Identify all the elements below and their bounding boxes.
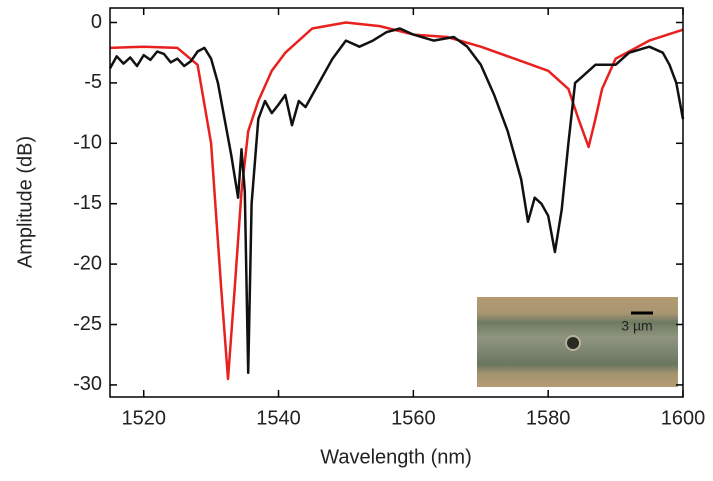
x-tick-label: 1600: [661, 407, 706, 429]
x-tick-label: 1580: [526, 407, 571, 429]
inset: 3 µm: [477, 297, 678, 387]
x-tick-label: 1540: [256, 407, 301, 429]
y-tick-label: 0: [91, 11, 102, 33]
x-axis-label: Wavelength (nm): [320, 446, 472, 468]
x-tick-label: 1520: [121, 407, 166, 429]
y-tick-label: -5: [84, 71, 102, 93]
data-line: [109, 21, 684, 381]
y-tick-label: -30: [73, 373, 102, 395]
y-tick-label: -25: [73, 313, 102, 335]
plot-frame: [109, 7, 684, 398]
data-line: [108, 27, 685, 375]
y-tick-label: -15: [73, 192, 102, 214]
inset-label: 3 µm: [621, 318, 652, 334]
y-tick-label: -20: [73, 252, 102, 274]
y-axis-label: Amplitude (dB): [14, 136, 36, 268]
inset-particle: [565, 335, 581, 351]
y-tick-label: -10: [73, 132, 102, 154]
x-tick-label: 1560: [391, 407, 436, 429]
